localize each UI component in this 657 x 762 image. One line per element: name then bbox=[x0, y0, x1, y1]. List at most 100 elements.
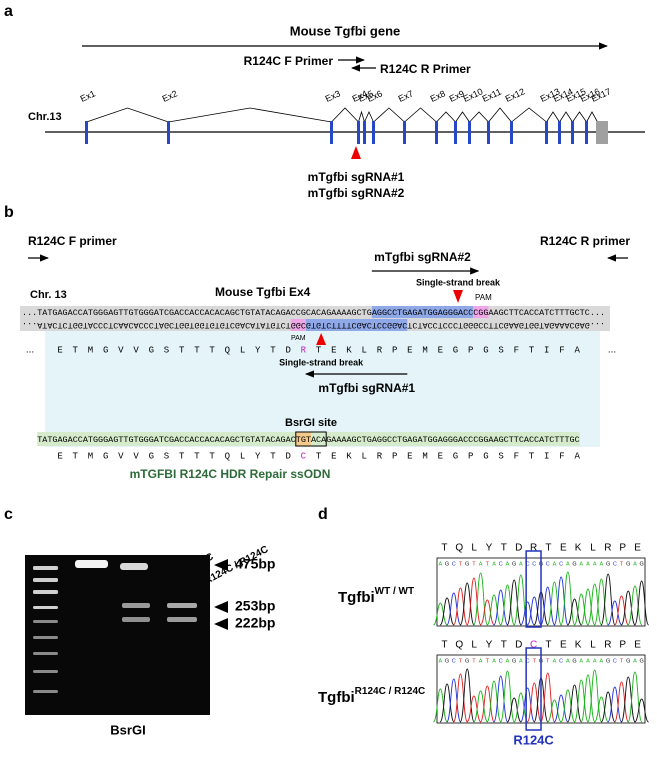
amino-acid: T bbox=[73, 451, 79, 461]
intron bbox=[358, 110, 365, 123]
trace-peak bbox=[634, 580, 650, 626]
trace-peak bbox=[439, 683, 455, 723]
amino-acid: G bbox=[149, 345, 154, 355]
amino-acid: L bbox=[590, 640, 596, 651]
ssodn-sequence: TATGAGACCATGGGAGTTGTGGGATCGACCACCACACAGC… bbox=[37, 435, 579, 445]
amino-acid: L bbox=[240, 345, 245, 355]
gene-name: Tgfbi bbox=[338, 589, 375, 606]
base-call: A bbox=[506, 658, 510, 664]
ladder-band bbox=[33, 636, 58, 639]
ellipsis: ... bbox=[608, 345, 616, 356]
trace-peak bbox=[607, 686, 623, 723]
amino-acid: T bbox=[501, 640, 507, 651]
base-call: A bbox=[492, 561, 496, 567]
sgrna-site bbox=[351, 146, 361, 159]
break-label: Single-strand break bbox=[416, 277, 501, 287]
amino-acid: M bbox=[422, 451, 427, 461]
amino-acid: M bbox=[88, 451, 93, 461]
base-call: T bbox=[486, 658, 490, 664]
base-call: A bbox=[566, 561, 570, 567]
panel-label: c bbox=[4, 506, 13, 523]
base-call: A bbox=[553, 561, 557, 567]
panel-label: b bbox=[4, 204, 14, 221]
primer-label: R124C R Primer bbox=[380, 62, 471, 76]
mutation-highlight bbox=[295, 432, 311, 446]
trace-peak bbox=[439, 597, 455, 626]
exon bbox=[487, 121, 490, 144]
trace-peak bbox=[580, 674, 596, 723]
trace-peak bbox=[627, 585, 643, 626]
intron bbox=[488, 107, 512, 123]
amino-acid: Y bbox=[486, 543, 493, 554]
genotype: R124C / R124C bbox=[355, 686, 426, 697]
amino-acid: Q bbox=[455, 543, 463, 554]
exon bbox=[558, 121, 561, 144]
amino-acid: E bbox=[438, 345, 443, 355]
trace-peak bbox=[459, 668, 475, 723]
enzyme-label: BsrGI bbox=[110, 722, 145, 737]
base-call: C bbox=[452, 658, 456, 664]
trace-peak bbox=[526, 596, 542, 626]
amino-acid: E bbox=[407, 451, 412, 461]
amino-acid: P bbox=[468, 345, 473, 355]
exon bbox=[357, 121, 360, 144]
gel-band bbox=[75, 560, 108, 568]
primer-label: R124C F Primer bbox=[244, 54, 334, 68]
amino-acid: V bbox=[118, 451, 124, 461]
intron bbox=[373, 107, 405, 123]
amino-acid: F bbox=[514, 345, 519, 355]
amino-acid: T bbox=[194, 451, 200, 461]
mutation-box bbox=[525, 550, 542, 628]
amino-acid: D bbox=[285, 345, 290, 355]
exon bbox=[167, 121, 170, 144]
amino-acid: T bbox=[441, 640, 447, 651]
base-call: C bbox=[532, 561, 536, 567]
base-call: C bbox=[499, 658, 503, 664]
base-call: G bbox=[606, 561, 610, 567]
amino-acid: T bbox=[316, 451, 322, 461]
base-call: A bbox=[586, 658, 590, 664]
pam-highlight bbox=[290, 319, 306, 331]
exon-label: Ex8 bbox=[429, 88, 447, 104]
base-call: T bbox=[472, 561, 476, 567]
trace-peak bbox=[473, 690, 489, 723]
base-call: G bbox=[512, 561, 516, 567]
template-region bbox=[45, 331, 600, 447]
exon bbox=[363, 121, 366, 144]
intron bbox=[511, 107, 547, 123]
ladder-band bbox=[33, 590, 58, 594]
amino-acid: E bbox=[634, 640, 641, 651]
amino-acid: T bbox=[270, 451, 276, 461]
intron bbox=[86, 107, 169, 123]
base-call: A bbox=[633, 561, 637, 567]
trace-peak bbox=[506, 697, 522, 723]
amino-acid: G bbox=[483, 451, 488, 461]
trace-peak bbox=[486, 594, 502, 626]
amino-acid: S bbox=[164, 345, 169, 355]
amino-acid: D bbox=[515, 543, 522, 554]
amino-acid: Q bbox=[225, 451, 230, 461]
amino-acid: L bbox=[471, 543, 477, 554]
ladder-band bbox=[33, 606, 58, 609]
amino-acid: M bbox=[88, 345, 93, 355]
sgrna-highlight bbox=[371, 306, 474, 318]
band-size: 253bp bbox=[235, 598, 275, 614]
gel-band bbox=[120, 563, 148, 570]
trace-peak bbox=[573, 679, 589, 723]
amino-acid: G bbox=[453, 451, 458, 461]
amino-acid: E bbox=[407, 345, 412, 355]
amino-acid: F bbox=[514, 451, 519, 461]
amino-acid: V bbox=[133, 345, 139, 355]
ladder-band bbox=[33, 652, 58, 655]
trace-peak bbox=[446, 592, 462, 626]
amino-acid: R bbox=[377, 345, 383, 355]
break-label: Single-strand break bbox=[279, 357, 364, 367]
trace-peak bbox=[500, 584, 515, 626]
base-call: A bbox=[600, 658, 604, 664]
amino-acid: A bbox=[574, 451, 580, 461]
amino-acid: V bbox=[133, 451, 139, 461]
exon bbox=[571, 121, 574, 144]
amino-acid: T bbox=[179, 345, 185, 355]
base-call: A bbox=[579, 561, 583, 567]
trace-peak bbox=[567, 598, 582, 626]
